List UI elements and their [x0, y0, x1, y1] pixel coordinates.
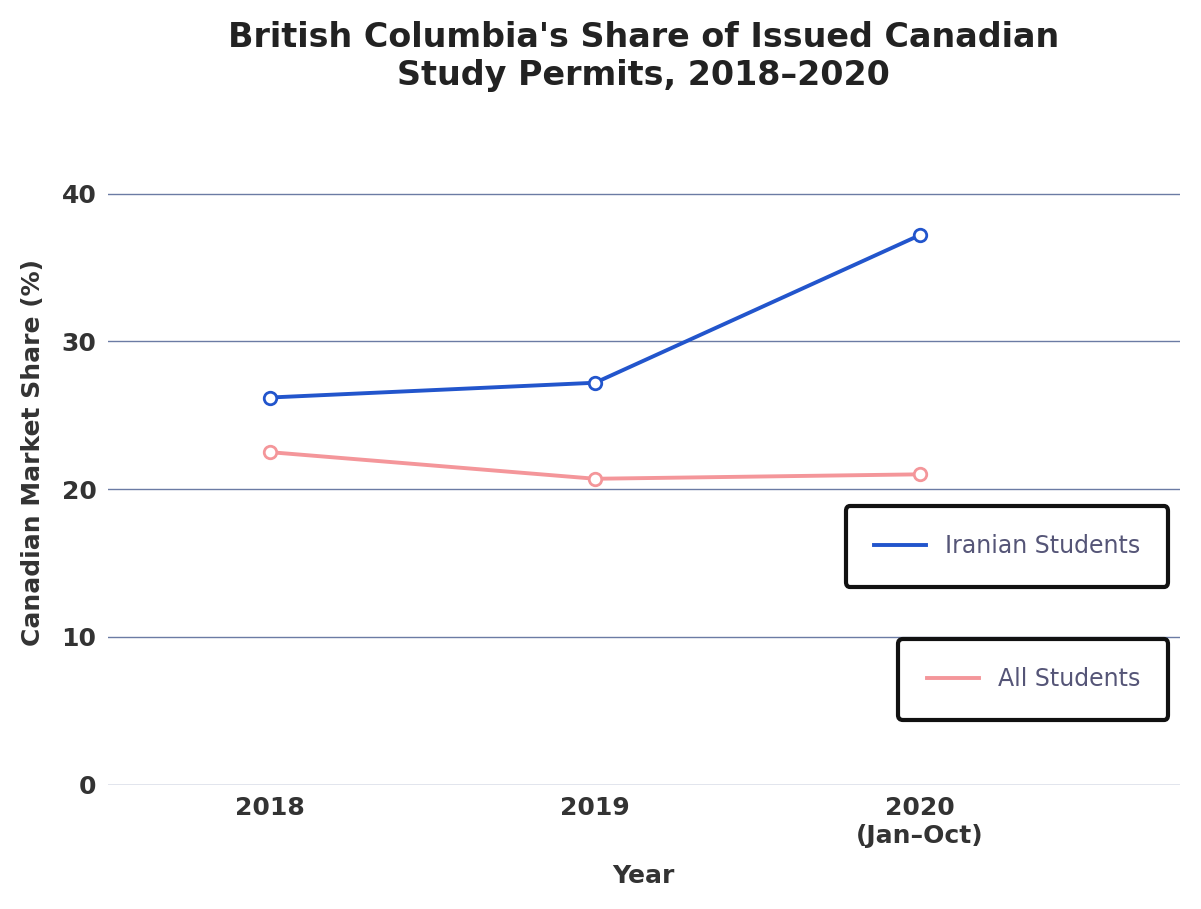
- Line: All Students: All Students: [264, 446, 926, 485]
- All Students: [588, 474, 603, 484]
- Legend: All Students: All Students: [898, 639, 1169, 720]
- Title: British Columbia's Share of Issued Canadian
Study Permits, 2018–2020: British Columbia's Share of Issued Canad…: [228, 21, 1059, 92]
- Line: Iranian Students: Iranian Students: [264, 229, 926, 404]
- All Students: [263, 446, 277, 457]
- Iranian Students: [263, 392, 277, 403]
- X-axis label: Year: Year: [613, 864, 675, 888]
- Iranian Students: [588, 377, 603, 388]
- All Students: [913, 469, 927, 480]
- Y-axis label: Canadian Market Share (%): Canadian Market Share (%): [20, 259, 44, 645]
- Iranian Students: [913, 230, 927, 241]
